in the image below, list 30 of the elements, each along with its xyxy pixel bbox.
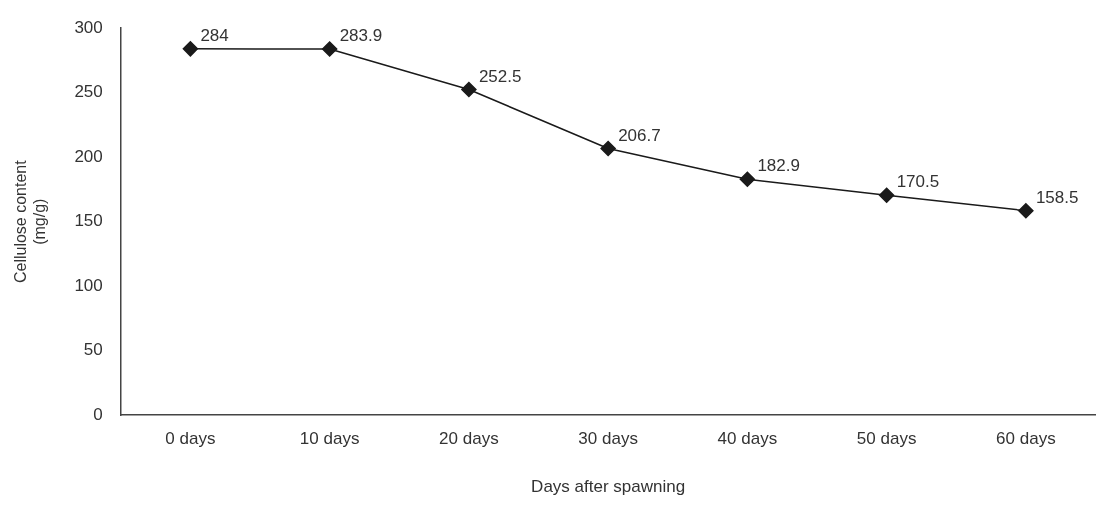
- data-label: 284: [200, 26, 229, 46]
- data-label: 252.5: [478, 66, 522, 86]
- y-tick-label: 250: [74, 82, 103, 102]
- point: [461, 81, 477, 98]
- point: [600, 140, 616, 157]
- x-tick-label: 60 days: [996, 429, 1056, 449]
- y-tick-label: 300: [74, 17, 103, 37]
- y-tick-label: 0: [93, 404, 103, 424]
- data-label: 158.5: [1035, 187, 1079, 207]
- y-tick-label: 50: [83, 340, 103, 360]
- data-label: 170.5: [896, 172, 940, 192]
- x-tick-label: 10 days: [299, 429, 360, 449]
- data-label: 206.7: [618, 125, 661, 145]
- x-tick-label: 50 days: [856, 429, 917, 449]
- point: [739, 171, 756, 188]
- x-tick-label: 0 days: [165, 429, 216, 449]
- y-tick-label: 100: [74, 275, 103, 295]
- data-label: 283.9: [339, 26, 383, 46]
- point: [1018, 202, 1034, 219]
- point: [321, 41, 338, 57]
- point: [878, 187, 895, 204]
- x-tick-label: 40 days: [717, 429, 778, 449]
- y-tick-label: 150: [74, 211, 103, 231]
- x-tick-label: 30 days: [578, 429, 638, 449]
- data-label: 182.9: [757, 156, 800, 176]
- x-tick-label: 20 days: [439, 429, 499, 449]
- y-tick-label: 200: [74, 146, 103, 166]
- point: [182, 41, 199, 57]
- x-axis-title: Days after spawning: [531, 477, 686, 497]
- y-axis-title: Cellulose content (mg/g): [12, 159, 49, 284]
